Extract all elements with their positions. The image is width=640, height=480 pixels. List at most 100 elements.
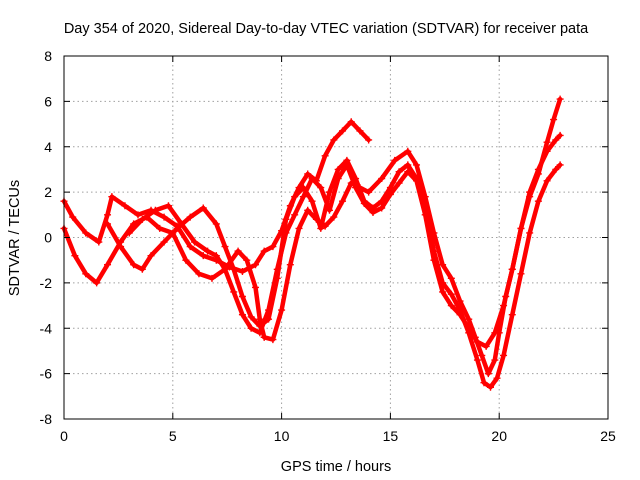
data-point (343, 161, 351, 169)
data-point (508, 265, 516, 273)
data-point (269, 336, 277, 344)
data-point (186, 243, 194, 251)
data-point (286, 261, 294, 269)
data-point (517, 224, 525, 232)
x-tick-label: 10 (274, 428, 290, 444)
data-point (230, 288, 238, 296)
data-point (304, 170, 312, 178)
data-point (478, 351, 486, 359)
data-point (230, 265, 238, 273)
y-tick-label: 8 (44, 48, 52, 64)
data-point (421, 211, 429, 219)
data-point (69, 213, 77, 221)
data-point (295, 224, 303, 232)
data-point (526, 188, 534, 196)
data-point (199, 252, 207, 260)
data-point (308, 197, 316, 205)
data-point (456, 311, 464, 319)
data-point (299, 193, 307, 201)
data-point (138, 215, 146, 223)
data-point (125, 229, 133, 237)
data-point (182, 256, 190, 264)
data-point (491, 329, 499, 337)
y-tick-label: 2 (44, 184, 52, 200)
data-point (526, 229, 534, 237)
y-tick-label: 4 (44, 139, 52, 155)
y-axis-label: SDTVAR / TECUs (7, 180, 23, 296)
data-point (404, 168, 412, 176)
data-point (534, 165, 542, 173)
data-point (82, 270, 90, 278)
data-point (104, 261, 112, 269)
data-point (265, 306, 273, 314)
data-point (500, 351, 508, 359)
data-point (552, 136, 560, 144)
data-point (325, 188, 333, 196)
data-point (317, 224, 325, 232)
gridlines (64, 56, 608, 419)
data-point (238, 292, 246, 300)
x-tick-label: 25 (600, 428, 616, 444)
data-point (208, 274, 216, 282)
data-point (447, 290, 455, 298)
data-point (291, 193, 299, 201)
data-point (178, 220, 186, 228)
data-point (430, 256, 438, 264)
data-point (308, 175, 316, 183)
data-point (413, 177, 421, 185)
data-point (517, 270, 525, 278)
y-tick-label: -2 (40, 275, 53, 291)
data-point (138, 265, 146, 273)
y-tick-label: -4 (40, 320, 53, 336)
y-tick-label: -8 (40, 411, 53, 427)
data-point (221, 243, 229, 251)
data-point (321, 152, 329, 160)
data-point (243, 256, 251, 264)
data-point (199, 204, 207, 212)
data-point (278, 306, 286, 314)
data-point (543, 138, 551, 146)
x-tick-label: 5 (169, 428, 177, 444)
data-point (413, 161, 421, 169)
data-point (204, 247, 212, 255)
data-point (130, 261, 138, 269)
data-point (439, 261, 447, 269)
data-point (173, 224, 181, 232)
x-tick-label: 15 (383, 428, 399, 444)
data-point (339, 197, 347, 205)
data-point (156, 224, 164, 232)
data-point (282, 215, 290, 223)
data-point (269, 243, 277, 251)
data-point (552, 165, 560, 173)
data-point (221, 265, 229, 273)
data-point (247, 324, 255, 332)
data-point (234, 247, 242, 255)
data-point (186, 213, 194, 221)
data-point (104, 211, 112, 219)
chart-title: Day 354 of 2020, Sidereal Day-to-day VTE… (64, 21, 589, 37)
data-point (543, 177, 551, 185)
data-point (352, 184, 360, 192)
data-point (317, 184, 325, 192)
data-point (260, 247, 268, 255)
series-markers-track-3 (104, 156, 564, 391)
data-point (71, 252, 79, 260)
series-track-4 (127, 133, 563, 349)
data-point (534, 197, 542, 205)
data-point (369, 209, 377, 217)
data-point (260, 333, 268, 341)
data-point (404, 161, 412, 169)
series-track-2 (61, 96, 563, 376)
data-point (282, 229, 290, 237)
data-point (330, 136, 338, 144)
data-point (273, 265, 281, 273)
series-markers-track-2 (60, 95, 564, 378)
data-point (251, 283, 259, 291)
data-point (365, 188, 373, 196)
data-point (447, 274, 455, 282)
data-point (160, 238, 168, 246)
data-point (484, 370, 492, 378)
data-point (95, 238, 103, 246)
y-tick-label: -6 (40, 366, 53, 382)
